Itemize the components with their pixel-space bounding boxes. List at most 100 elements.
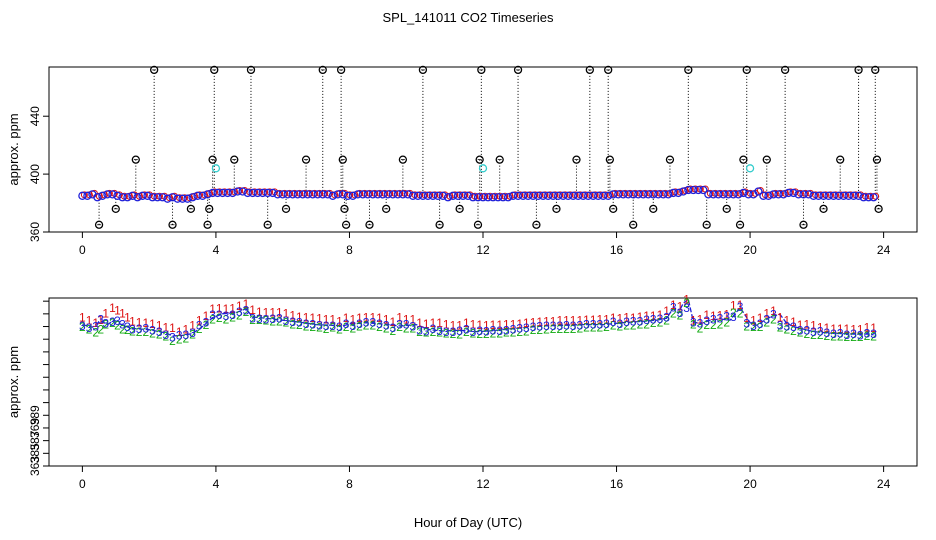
baseline-point: [188, 193, 197, 202]
spike-point: [605, 155, 615, 164]
x-tick-label: 20: [743, 243, 757, 257]
series-3-marker: 3: [583, 318, 590, 332]
series-2-marker: 2: [530, 323, 537, 337]
series-3-marker: 3: [797, 323, 804, 337]
spike-point-ring: [604, 65, 613, 75]
baseline-point: [143, 191, 152, 200]
spike-point: [836, 155, 845, 164]
baseline-point: [774, 190, 783, 199]
baseline-point: [228, 188, 237, 198]
baseline-point: [649, 190, 658, 199]
series-3-marker: 3: [243, 304, 250, 318]
spike-point-ring: [871, 65, 880, 75]
baseline-point: [784, 188, 793, 198]
spike-point-ring: [131, 155, 140, 164]
spike-point: [552, 204, 561, 213]
series-1-marker: 1: [343, 311, 350, 325]
series-3-marker: 3: [323, 319, 330, 333]
series-3-marker: 3: [723, 309, 730, 323]
series-2-marker: 2: [156, 328, 163, 342]
baseline-point: [348, 191, 357, 200]
baseline-point: [303, 190, 312, 199]
baseline-point: [589, 191, 598, 200]
series-2-marker: 2: [329, 321, 336, 335]
series-1-marker: 1: [750, 314, 757, 328]
series-1-marker: 1: [142, 316, 149, 330]
baseline-point: [163, 194, 172, 203]
series-2-marker: 2: [663, 314, 670, 328]
baseline-point: [794, 190, 803, 199]
series-1-marker: 1: [209, 302, 216, 316]
x-tick-label: 0: [79, 477, 86, 491]
series-1-marker: 1: [119, 307, 126, 321]
series-2-marker: 2: [114, 319, 121, 333]
series-1-marker: 1: [183, 323, 190, 337]
series-1-marker: 1: [717, 309, 724, 323]
series-1-marker: 1: [316, 312, 323, 326]
spike-point: [604, 65, 613, 75]
series-2-marker: 2: [857, 330, 864, 344]
spike-point: [338, 155, 347, 164]
series-1-marker: 1: [356, 311, 363, 325]
x-tick-label: 0: [79, 243, 86, 257]
baseline-point: [704, 190, 713, 199]
baseline-point: [579, 191, 588, 200]
series-2-marker: 2: [583, 321, 590, 335]
series-2-marker: 2: [770, 312, 777, 326]
baseline-point: [634, 190, 643, 199]
baseline-point: [293, 190, 302, 199]
series-1-marker: 1: [263, 305, 270, 319]
series-3-marker: 3: [383, 318, 390, 332]
series-1-marker: 1: [590, 313, 597, 327]
baseline-point: [864, 193, 873, 202]
series-2-marker: 2: [743, 319, 750, 333]
series-1-marker: 1: [476, 318, 483, 332]
spike-point-ring: [205, 204, 214, 213]
series-2-marker: 2: [623, 319, 630, 333]
spike-point: [532, 220, 541, 229]
baseline-point: [779, 190, 788, 199]
series-3-marker: 3: [263, 313, 270, 327]
series-3-marker: 3: [824, 326, 831, 340]
baseline-point: [814, 191, 823, 200]
series-3-marker: 3: [86, 321, 93, 335]
x-tick-label: 8: [346, 477, 353, 491]
series-2-marker: 2: [343, 320, 350, 334]
baseline-point: [458, 191, 468, 200]
baseline-point: [178, 194, 187, 203]
baseline-point: [343, 191, 352, 200]
series-2-marker: 2: [183, 331, 190, 345]
spike-point: [398, 155, 408, 164]
spike-point: [246, 65, 256, 75]
baseline-point: [809, 191, 818, 200]
series-1-marker: 1: [336, 314, 343, 328]
spike-point-ring: [739, 155, 748, 164]
series-3-marker: 3: [850, 327, 857, 341]
spike-point-ring: [609, 204, 618, 213]
spike-point: [702, 220, 711, 229]
series-3-marker: 3: [790, 320, 797, 334]
spike-point: [263, 220, 272, 229]
series-1-marker: 1: [396, 310, 403, 324]
series-3-marker: 3: [403, 318, 410, 332]
series-1-marker: 1: [436, 316, 443, 330]
series-2-marker: 2: [837, 330, 844, 344]
series-3-marker: 3: [309, 318, 316, 332]
baseline-point: [674, 188, 683, 198]
series-1-marker: 1: [663, 304, 670, 318]
series-3-marker: 3: [603, 317, 610, 331]
series-2-marker: 2: [169, 334, 176, 348]
baseline-point: [568, 191, 578, 200]
series-1-marker: 1: [516, 317, 523, 331]
baseline-point: [473, 193, 483, 202]
series-3-marker: 3: [416, 323, 423, 337]
baseline-point: [133, 193, 142, 202]
series-2-marker: 2: [510, 326, 517, 340]
series-2-marker: 2: [129, 324, 136, 338]
series-2-marker: 2: [229, 310, 236, 324]
baseline-point: [694, 185, 703, 195]
flagged-point: [211, 164, 221, 173]
baseline-point: [859, 193, 868, 202]
series-1-marker: 1: [430, 316, 437, 330]
spike-point: [874, 204, 883, 213]
